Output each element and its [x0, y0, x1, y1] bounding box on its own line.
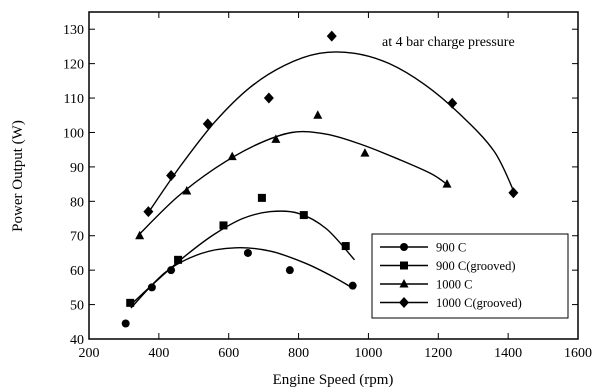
x-tick-label: 1200 [424, 346, 452, 361]
y-tick-label: 110 [64, 92, 84, 107]
data-point-900-c [348, 281, 357, 290]
data-point-900-c-grooved [219, 221, 228, 230]
legend-marker-900-c [400, 243, 408, 251]
data-point-1000-c [442, 179, 452, 188]
data-point-900-c [147, 283, 156, 292]
data-point-1000-c-grooved [263, 92, 274, 104]
data-point-1000-c-grooved [143, 206, 154, 218]
y-tick-label: 80 [70, 195, 84, 210]
y-tick-label: 50 [70, 299, 84, 314]
data-point-900-c-grooved [299, 211, 308, 220]
x-tick-label: 1000 [354, 346, 382, 361]
data-point-1000-c [135, 230, 145, 240]
axis-ticks: 200 400 600 800 1000 1200 1400 1600 40 50 60 70 80 90… [63, 12, 592, 361]
x-tick-label: 1400 [494, 346, 522, 361]
plot-frame [88, 11, 579, 340]
y-tick-label: 70 [70, 230, 84, 245]
legend-marker-1000-c-grooved [399, 297, 409, 308]
data-point-900-c [243, 248, 252, 257]
y-tick-label: 130 [63, 23, 84, 38]
fit-curve-1000-c-grooved [146, 51, 516, 216]
data-point-900-c [285, 266, 294, 275]
data-point-900-c-grooved [341, 242, 350, 251]
x-tick-label: 600 [218, 346, 239, 361]
data-point-1000-c [271, 134, 281, 143]
x-tick-label: 400 [148, 346, 169, 361]
fit-curves [130, 51, 516, 309]
y-tick-label: 100 [63, 126, 84, 141]
data-point-1000-c [360, 148, 370, 157]
data-point-1000-c [227, 151, 237, 161]
fit-curve-900-c [130, 247, 355, 309]
legend-marker-1000-c [399, 279, 409, 288]
y-tick-label: 60 [70, 264, 84, 279]
legend-label-900-c-grooved: 900 C(grooved) [436, 259, 516, 273]
legend-label-1000-c-grooved: 1000 C(grooved) [436, 296, 522, 310]
x-tick-label: 800 [288, 346, 309, 361]
legend-label-1000-c: 1000 C [436, 278, 472, 292]
fit-curve-900-c-grooved [130, 210, 356, 306]
x-tick-label: 1600 [564, 346, 592, 361]
data-point-900-c-grooved [126, 298, 135, 307]
data-point-1000-c-grooved [166, 170, 177, 181]
data-markers [121, 30, 519, 328]
data-point-900-c-grooved [257, 193, 266, 202]
legend-marker-900-c-grooved [400, 261, 408, 270]
data-point-900-c-grooved [174, 255, 183, 264]
legend-label-900-c: 900 C [436, 241, 466, 255]
y-tick-label: 40 [70, 333, 84, 348]
legend-entries: 900 C 900 C(grooved) 1000 C 1000 C(grooved) [380, 241, 522, 310]
y-axis-label: Power Output (W) [10, 120, 26, 232]
data-point-1000-c-grooved [202, 118, 213, 130]
legend: 900 C 900 C(grooved) 1000 C 1000 C(grooved) [371, 233, 569, 319]
x-tick-label: 200 [79, 346, 100, 361]
data-point-1000-c-grooved [326, 30, 337, 42]
y-tick-label: 120 [63, 58, 84, 73]
data-point-1000-c-grooved [447, 97, 458, 109]
data-point-900-c [121, 319, 130, 328]
data-point-900-c [167, 266, 176, 275]
data-point-1000-c [182, 185, 192, 195]
data-point-1000-c [313, 110, 323, 119]
annotation-text: at 4 bar charge pressure [382, 35, 515, 50]
x-axis-label: Engine Speed (rpm) [273, 372, 394, 388]
data-point-1000-c-grooved [508, 187, 519, 199]
y-tick-label: 90 [70, 161, 84, 176]
fit-curve-1000-c [137, 130, 450, 237]
